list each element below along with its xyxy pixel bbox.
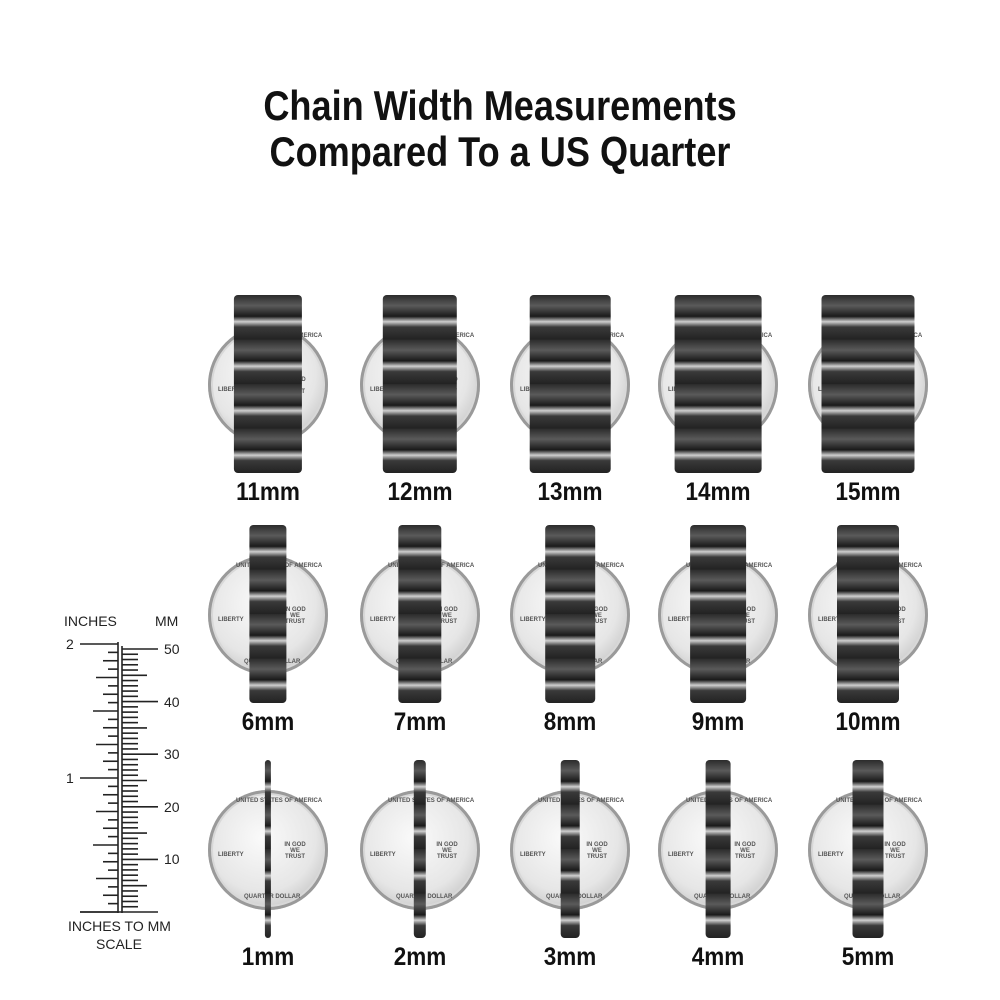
coin-inscription: LIBERTY: [370, 617, 396, 623]
chain-width-label: 4mm: [691, 943, 745, 971]
chain-7mm: [398, 525, 442, 703]
chain-width-label: 1mm: [241, 943, 295, 971]
coin-inscription: LIBERTY: [218, 387, 244, 393]
chain-item: UNITED STATES OF AMERICA LIBERTY IN GOD WE…: [495, 755, 645, 985]
chain-item: UNITED STATES OF AMERICA LIBERTY IN GOD WE…: [193, 755, 343, 985]
chain-width-label: 10mm: [835, 708, 901, 736]
chain-12mm: [382, 295, 458, 473]
coin-inscription: IN GOD WE TRUST: [586, 842, 608, 860]
chain-1mm: [264, 760, 272, 938]
coin-inscription: LIBERTY: [520, 617, 546, 623]
chain-width-label: 3mm: [543, 943, 597, 971]
coin-inscription: LIBERTY: [218, 852, 244, 858]
chain-width-label: 8mm: [543, 708, 597, 736]
scale-caption-line-2: SCALE: [96, 936, 142, 952]
chain-width-label: 13mm: [537, 478, 603, 506]
mm-label-10: 10: [164, 851, 180, 867]
chain-width-label: 9mm: [691, 708, 745, 736]
coin-inscription: LIBERTY: [370, 852, 396, 858]
mm-label-40: 40: [164, 694, 180, 710]
coin-inscription: IN GOD WE TRUST: [884, 842, 906, 860]
chain-width-label: 11mm: [236, 478, 300, 506]
mm-label-50: 50: [164, 641, 180, 657]
coin-inscription: LIBERTY: [218, 617, 244, 623]
coin-inscription: LIBERTY: [818, 852, 844, 858]
chain-width-label: 2mm: [393, 943, 447, 971]
coin-inscription: LIBERTY: [818, 617, 844, 623]
coin-inscription: IN GOD WE TRUST: [284, 842, 306, 860]
coin-inscription: UNITED STATES OF AMERICA: [236, 798, 323, 804]
chain-item: UNITED STATES OF AMERICA LIBERTY IN GOD WE…: [345, 755, 495, 985]
coin-inscription: IN GOD WE TRUST: [436, 607, 458, 625]
inches-header: INCHES: [64, 613, 117, 629]
mm-header: MM: [155, 613, 179, 629]
title-line-2: Compared To a US Quarter: [269, 128, 731, 175]
coin-inscription: IN GOD WE TRUST: [734, 842, 756, 860]
chain-14mm: [674, 295, 762, 473]
chain-width-label: 6mm: [241, 708, 295, 736]
coin-inscription: LIBERTY: [668, 617, 694, 623]
inch-label-1: 1: [66, 770, 74, 786]
coin-inscription: UNITED STATES OF AMERICA: [388, 798, 475, 804]
chain-10mm: [837, 525, 899, 703]
chain-4mm: [705, 760, 731, 938]
chain-5mm: [852, 760, 884, 938]
chain-6mm: [249, 525, 287, 703]
coin-inscription: IN GOD WE TRUST: [436, 842, 458, 860]
coin-inscription: UNITED STATES OF AMERICA: [538, 798, 625, 804]
chain-15mm: [821, 295, 915, 473]
chain-8mm: [545, 525, 595, 703]
mm-label-30: 30: [164, 746, 180, 762]
chain-3mm: [560, 760, 580, 938]
coin-inscription: LIBERTY: [668, 852, 694, 858]
coin-inscription: LIBERTY: [520, 852, 546, 858]
chain-13mm: [529, 295, 611, 473]
title-line-1: Chain Width Measurements: [263, 82, 737, 129]
coin-inscription: IN GOD WE TRUST: [586, 607, 608, 625]
chain-9mm: [690, 525, 746, 703]
chain-width-label: 15mm: [835, 478, 901, 506]
inch-label-2: 2: [66, 636, 74, 652]
chain-width-label: 5mm: [841, 943, 895, 971]
chain-2mm: [413, 760, 427, 938]
coin-inscription: IN GOD WE TRUST: [284, 607, 306, 625]
mm-label-20: 20: [164, 799, 180, 815]
scale-caption-line-1: INCHES TO MM: [68, 918, 171, 934]
chain-width-label: 12mm: [387, 478, 453, 506]
chain-width-label: 7mm: [393, 708, 447, 736]
chain-width-label: 14mm: [685, 478, 751, 506]
coin-inscription: QUARTER DOLLAR: [244, 894, 301, 900]
chain-11mm: [233, 295, 303, 473]
